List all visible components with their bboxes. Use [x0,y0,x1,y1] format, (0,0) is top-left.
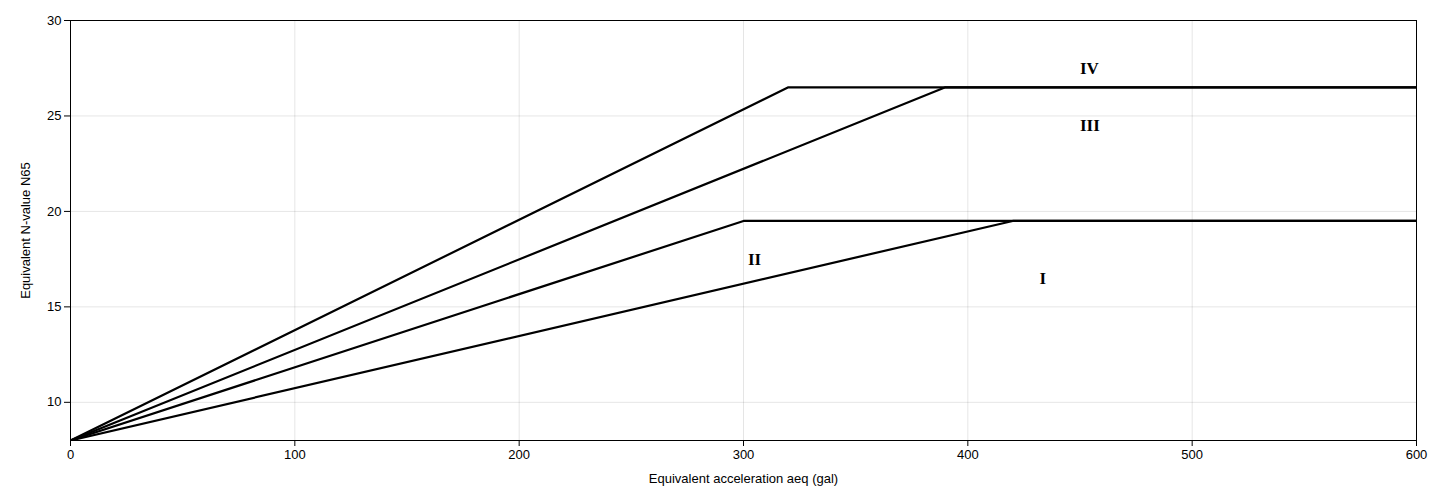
svg-text:300: 300 [733,447,755,462]
svg-text:Equivalent acceleration aeq (g: Equivalent acceleration aeq (gal) [649,471,838,486]
svg-text:III: III [1080,116,1100,135]
svg-text:200: 200 [508,447,530,462]
svg-text:0: 0 [67,447,74,462]
svg-text:Equivalent N-value N65: Equivalent N-value N65 [18,162,33,299]
svg-text:IV: IV [1080,59,1100,78]
svg-text:100: 100 [284,447,306,462]
svg-text:10: 10 [47,394,61,409]
svg-text:I: I [1040,269,1047,288]
svg-text:25: 25 [47,108,61,123]
svg-text:600: 600 [1406,447,1428,462]
svg-text:30: 30 [47,13,61,28]
svg-text:500: 500 [1181,447,1203,462]
svg-text:15: 15 [47,299,61,314]
svg-text:400: 400 [957,447,979,462]
svg-text:II: II [748,250,762,269]
svg-text:20: 20 [47,204,61,219]
